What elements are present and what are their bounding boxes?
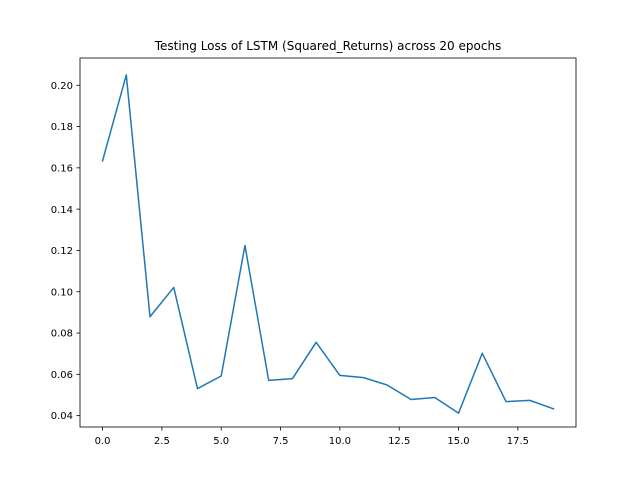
y-tick-label: 0.14 bbox=[51, 205, 73, 216]
y-tick-label: 0.12 bbox=[51, 246, 73, 257]
y-tick-label: 0.20 bbox=[51, 81, 73, 92]
y-tick-label: 0.18 bbox=[51, 122, 73, 133]
y-tick-label: 0.04 bbox=[51, 411, 73, 422]
y-tick-label: 0.08 bbox=[51, 329, 73, 340]
x-tick-label: 5.0 bbox=[213, 436, 229, 447]
x-tick-label: 10.0 bbox=[329, 436, 351, 447]
series-line bbox=[101, 74, 555, 414]
y-axis: 0.04 0.06 0.08 0.10 0.12 0.14 0.16 0.18 0.20 bbox=[51, 81, 80, 422]
x-tick-label: 17.5 bbox=[507, 436, 529, 447]
x-axis: 0.0 2.5 5.0 7.5 10.0 12.5 15.0 17.5 bbox=[95, 427, 529, 447]
plot-area bbox=[101, 74, 555, 414]
x-tick-label: 2.5 bbox=[154, 436, 170, 447]
x-tick-label: 15.0 bbox=[447, 436, 469, 447]
x-tick-label: 12.5 bbox=[388, 436, 410, 447]
chart-title: Testing Loss of LSTM (Squared_Returns) a… bbox=[154, 39, 502, 53]
x-tick-label: 7.5 bbox=[273, 436, 289, 447]
y-tick-label: 0.06 bbox=[51, 370, 73, 381]
x-tick-label: 0.0 bbox=[95, 436, 111, 447]
y-tick-label: 0.16 bbox=[51, 163, 73, 174]
y-tick-label: 0.10 bbox=[51, 287, 73, 298]
plot-frame bbox=[79, 57, 577, 428]
